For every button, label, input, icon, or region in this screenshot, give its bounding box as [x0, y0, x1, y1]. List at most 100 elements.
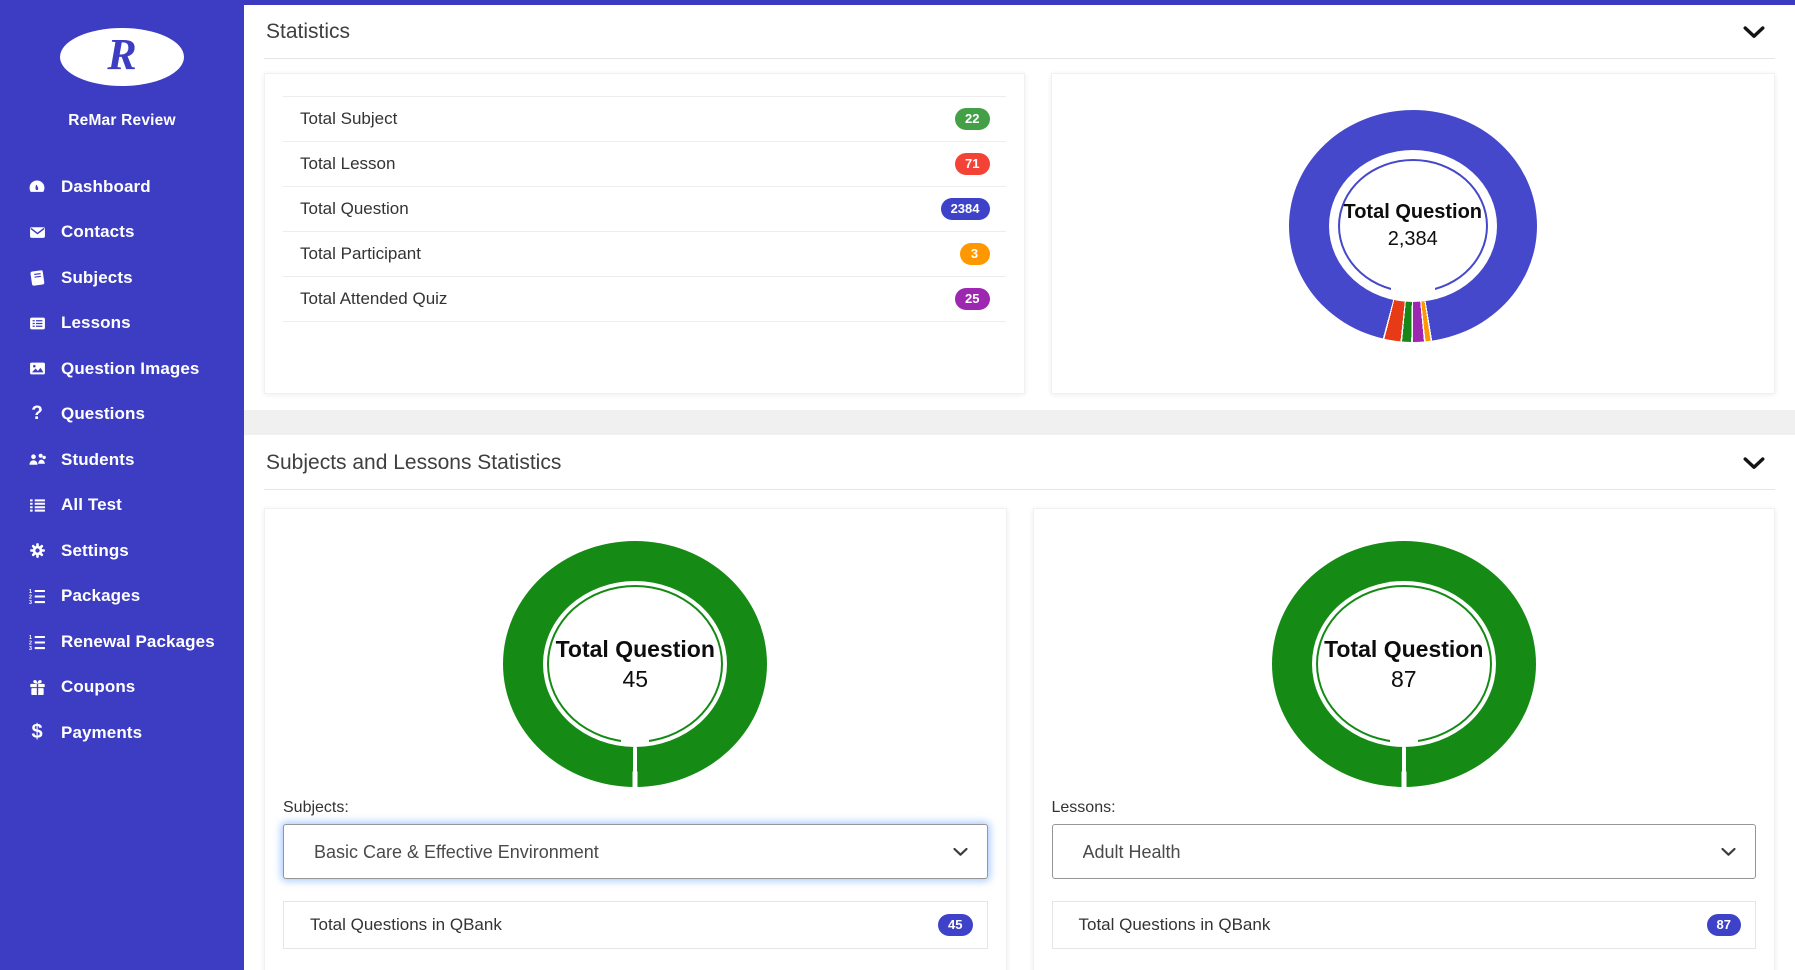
donut-ring-notch: [1390, 287, 1435, 295]
stat-label: Total Lesson: [300, 154, 396, 173]
svg-text:1: 1: [29, 635, 32, 641]
lesson-stats-card: Total Question 87 Lessons: Adult Health: [1032, 508, 1775, 970]
svg-text:3: 3: [29, 600, 32, 604]
sidebar-nav: Dashboard Contacts Subjects Lessons: [0, 164, 244, 756]
donut-center-label: Total Question: [1343, 201, 1482, 223]
stat-count-badge: 2384: [940, 197, 990, 221]
sidebar-item-label: Settings: [61, 540, 129, 560]
lessons-select-wrap: Adult Health: [1051, 824, 1756, 879]
coupons-icon: [25, 679, 49, 696]
sidebar-item-label: Packages: [61, 586, 141, 606]
stat-totals-card: Total Subject 22 Total Lesson 71 Total Q…: [264, 73, 1025, 394]
stat-totals-list: Total Subject 22 Total Lesson 71 Total Q…: [283, 96, 1006, 322]
sidebar-item-label: Contacts: [61, 222, 135, 242]
svg-text:2: 2: [29, 640, 32, 646]
subjects-icon: [25, 270, 49, 286]
sidebar-item-label: Lessons: [61, 313, 131, 333]
sidebar-item-settings[interactable]: Settings: [0, 528, 244, 574]
svg-text:1: 1: [29, 589, 32, 595]
sidebar-item-contacts[interactable]: Contacts: [0, 210, 244, 256]
stat-row-total-question: Total Question 2384: [283, 187, 1006, 232]
collapse-subjects-lessons-chevron-down-icon[interactable]: [1743, 456, 1765, 470]
donut-center-label: Total Question: [555, 635, 715, 662]
statistics-title: Statistics: [266, 20, 351, 43]
donut-center-value: 87: [1390, 666, 1417, 692]
sidebar-item-coupons[interactable]: Coupons: [0, 665, 244, 711]
statistics-section: Statistics Total Subject 22 Total Lesson: [244, 5, 1795, 394]
stat-row-total-participant: Total Participant 3: [283, 232, 1006, 277]
qbank-label: Total Questions in QBank: [1078, 915, 1271, 934]
brand-logo: R: [60, 28, 184, 86]
sidebar-item-label: Dashboard: [61, 176, 151, 196]
stat-row-total-attended-quiz: Total Attended Quiz 25: [283, 277, 1006, 322]
all-test-icon: [25, 498, 49, 513]
total-question-donut-card: Total Question 2,384: [1050, 73, 1775, 394]
sidebar-item-label: Questions: [61, 404, 146, 424]
subjects-lessons-section: Subjects and Lessons Statistics: [244, 435, 1795, 970]
subject-donut-chart: Total Question 45: [503, 541, 768, 787]
subject-stats-card: Total Question 45 Subjects: Basic Care &…: [264, 508, 1007, 970]
subjects-lessons-cards-row: Total Question 45 Subjects: Basic Care &…: [264, 508, 1775, 970]
sidebar-item-payments[interactable]: $ Payments: [0, 710, 244, 756]
donut-center-value: 45: [622, 666, 649, 692]
question-images-icon: [25, 361, 49, 376]
stat-count-badge: 25: [955, 287, 990, 311]
sidebar-item-label: Payments: [61, 722, 143, 742]
accent-topbar: [244, 0, 1795, 5]
sidebar-item-subjects[interactable]: Subjects: [0, 255, 244, 301]
sidebar-item-students[interactable]: Students: [0, 437, 244, 483]
brand-name: ReMar Review: [68, 112, 176, 129]
subjects-select[interactable]: Basic Care & Effective Environment: [283, 824, 988, 879]
lesson-donut-chart: Total Question 87: [1271, 541, 1536, 787]
donut-hole: Total Question 2,384: [1328, 150, 1497, 302]
subjects-select-label: Subjects:: [283, 799, 349, 816]
section-divider-band: [244, 410, 1795, 435]
sidebar-item-label: Coupons: [61, 677, 136, 697]
qbank-count-badge: 87: [1706, 913, 1741, 937]
qbank-count-badge: 45: [938, 913, 973, 937]
subjects-select-wrap: Basic Care & Effective Environment: [283, 824, 988, 879]
subject-donut-area: Total Question 45: [283, 527, 988, 787]
statistics-cards-row: Total Subject 22 Total Lesson 71 Total Q…: [264, 73, 1775, 394]
stat-label: Total Subject: [300, 109, 398, 128]
collapse-statistics-chevron-down-icon[interactable]: [1743, 25, 1765, 39]
donut-center-text: Total Question 87: [1324, 634, 1483, 695]
logo-r-letter: R: [107, 30, 137, 79]
settings-icon: [25, 542, 49, 559]
contacts-icon: [25, 225, 49, 240]
sidebar-item-questions[interactable]: ? Questions: [0, 392, 244, 438]
sidebar-item-dashboard[interactable]: Dashboard: [0, 164, 244, 210]
qbank-label: Total Questions in QBank: [310, 915, 502, 934]
svg-text:2: 2: [29, 595, 32, 601]
sidebar-item-all-test[interactable]: All Test: [0, 483, 244, 529]
donut-center-text: Total Question 45: [556, 634, 715, 695]
donut-inner-ring: Total Question 87: [1315, 585, 1492, 745]
svg-text:3: 3: [29, 646, 32, 650]
students-icon: [25, 452, 49, 467]
donut-ring-notch: [621, 737, 650, 745]
payments-icon: $: [31, 721, 43, 744]
subject-qbank-row: Total Questions in QBank 45: [283, 901, 988, 949]
sidebar: R ReMar Review Dashboard Contacts Su: [0, 0, 244, 970]
donut-ring-notch: [1389, 737, 1418, 745]
donut-center-value: 2,384: [1387, 228, 1438, 250]
lesson-donut-area: Total Question 87: [1052, 527, 1757, 787]
sidebar-item-question-images[interactable]: Question Images: [0, 346, 244, 392]
donut-center-text: Total Question 2,384: [1343, 199, 1482, 253]
lessons-select[interactable]: Adult Health: [1051, 824, 1756, 879]
stat-count-badge: 3: [959, 242, 990, 266]
sidebar-item-label: All Test: [61, 495, 122, 515]
sidebar-item-label: Question Images: [61, 358, 200, 378]
donut-inner-ring: Total Question 2,384: [1337, 159, 1488, 295]
sidebar-item-label: Renewal Packages: [61, 631, 215, 651]
stat-row-total-subject: Total Subject 22: [283, 97, 1006, 142]
lessons-select-label: Lessons:: [1051, 799, 1116, 816]
questions-icon: ?: [31, 403, 43, 425]
sidebar-item-label: Students: [61, 449, 135, 469]
statistics-header: Statistics: [264, 5, 1775, 59]
sidebar-item-lessons[interactable]: Lessons: [0, 301, 244, 347]
